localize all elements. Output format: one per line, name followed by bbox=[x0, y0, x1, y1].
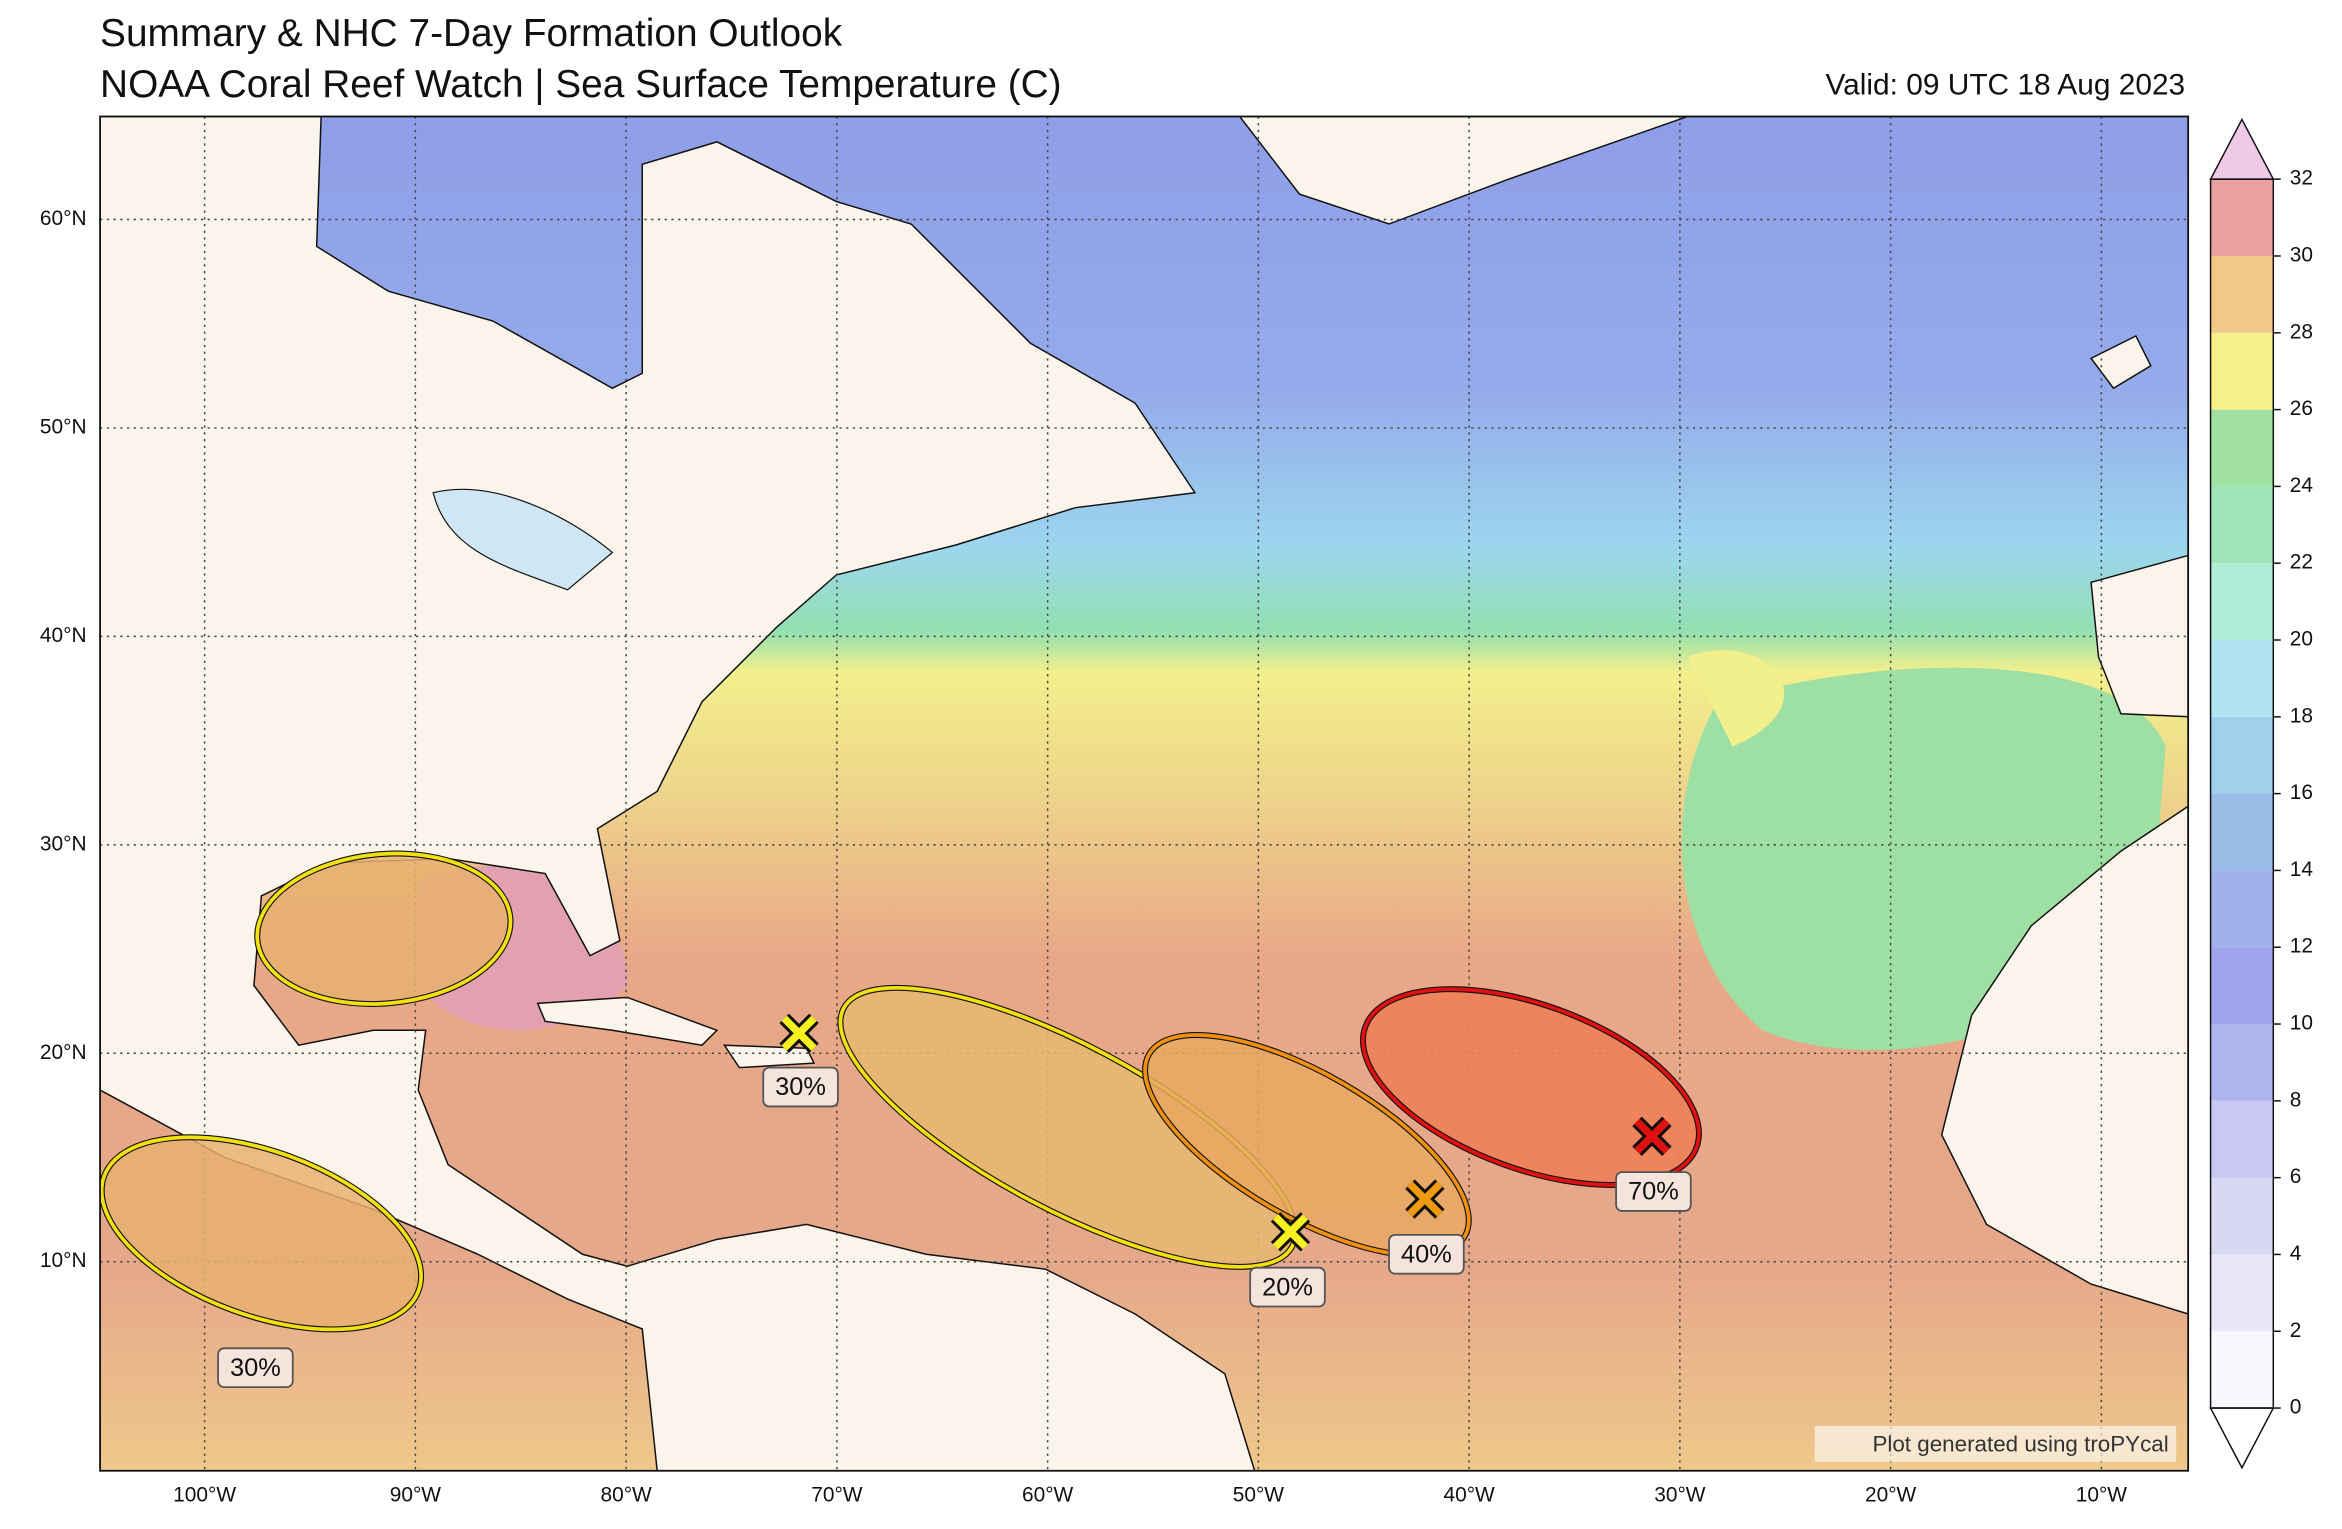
colorbar-band bbox=[2210, 793, 2274, 871]
colorbar-band bbox=[2210, 947, 2274, 1025]
lat-label: 10°N bbox=[40, 1249, 87, 1272]
lon-label: 100°W bbox=[173, 1484, 236, 1507]
colorbar-band bbox=[2210, 716, 2274, 794]
colorbar-tick-label: 22 bbox=[2290, 551, 2313, 574]
map-area: 30% 20% 40% 70% 30% Plot generated using… bbox=[100, 116, 2189, 1471]
colorbar-tick-label: 28 bbox=[2290, 320, 2313, 343]
subtitle: NOAA Coral Reef Watch | Sea Surface Temp… bbox=[100, 63, 1062, 106]
probability: 30% bbox=[230, 1354, 281, 1382]
outlook-outline bbox=[1361, 987, 1701, 1187]
land-ireland bbox=[2089, 334, 2152, 390]
land-africa bbox=[1940, 805, 2189, 1315]
great-lakes bbox=[432, 488, 614, 591]
outlook-outline bbox=[100, 1135, 423, 1332]
lon-label: 40°W bbox=[1443, 1484, 1495, 1507]
credit-box bbox=[1814, 1425, 2177, 1462]
land-hispaniola bbox=[722, 1044, 816, 1069]
colorbar-tick-label: 20 bbox=[2290, 628, 2313, 651]
lon-label: 30°W bbox=[1654, 1484, 1706, 1507]
lon-label: 60°W bbox=[1022, 1484, 1074, 1507]
title: Summary & NHC 7-Day Formation Outlook bbox=[100, 12, 843, 55]
lon-label: 90°W bbox=[390, 1484, 442, 1507]
outlook-outline bbox=[838, 985, 1298, 1269]
colorbar-band bbox=[2210, 409, 2274, 487]
colorbar-tick-label: 10 bbox=[2290, 1012, 2313, 1035]
marker bbox=[779, 1013, 819, 1053]
outlook-outline bbox=[255, 851, 513, 1006]
lon-label: 50°W bbox=[1233, 1484, 1285, 1507]
probability: 40% bbox=[1401, 1240, 1452, 1268]
land-iberia bbox=[2090, 554, 2189, 718]
lat-label: 20°N bbox=[40, 1041, 87, 1064]
lon-label: 80°W bbox=[600, 1484, 652, 1507]
colorbar-tick-label: 2 bbox=[2290, 1319, 2302, 1342]
probability-label: 30% bbox=[762, 1066, 839, 1108]
colorbar-band bbox=[2210, 179, 2274, 256]
probability: 20% bbox=[1262, 1273, 1313, 1301]
probability-label: 30% bbox=[217, 1347, 294, 1389]
colorbar-tick-label: 8 bbox=[2290, 1088, 2302, 1111]
colorbar-band bbox=[2210, 563, 2274, 641]
colorbar-band bbox=[2210, 486, 2274, 564]
lon-label: 10°W bbox=[2076, 1484, 2128, 1507]
colorbar-band bbox=[2210, 1177, 2274, 1255]
lat-label: 60°N bbox=[40, 207, 87, 230]
colorbar-tick-label: 4 bbox=[2290, 1242, 2302, 1265]
probability: 30% bbox=[775, 1073, 826, 1101]
colorbar-tick-label: 24 bbox=[2290, 474, 2313, 497]
land-greenland bbox=[1238, 116, 1689, 225]
colorbar-band bbox=[2210, 1100, 2274, 1178]
colorbar-tick-label: 14 bbox=[2290, 858, 2313, 881]
lon-label: 70°W bbox=[811, 1484, 863, 1507]
colorbar-tick-label: 32 bbox=[2290, 167, 2313, 190]
marker bbox=[1632, 1116, 1672, 1156]
colorbar-tick-label: 30 bbox=[2290, 244, 2313, 267]
colorbar-extend-high bbox=[2209, 117, 2275, 180]
graticule bbox=[100, 116, 2189, 1471]
valid-time: Valid: 09 UTC 18 Aug 2023 bbox=[1825, 68, 2185, 101]
land-cuba bbox=[536, 996, 719, 1047]
colorbar-band bbox=[2210, 255, 2274, 333]
map-frame bbox=[99, 115, 2190, 1472]
colorbar-band bbox=[2210, 870, 2274, 948]
probability-label: 40% bbox=[1388, 1233, 1465, 1275]
colorbar-tick-label: 26 bbox=[2290, 397, 2313, 420]
lat-label: 30°N bbox=[40, 832, 87, 855]
colorbar-tick-label: 6 bbox=[2290, 1165, 2302, 1188]
marker bbox=[1270, 1212, 1311, 1252]
marker bbox=[1405, 1179, 1445, 1219]
colorbar-band bbox=[2210, 1024, 2274, 1101]
colorbar-tick-label: 0 bbox=[2290, 1396, 2302, 1419]
outlook-outline bbox=[1143, 1033, 1471, 1258]
colorbar-band bbox=[2210, 1254, 2274, 1332]
probability-label: 70% bbox=[1615, 1171, 1692, 1212]
colorbar-extend-low bbox=[2209, 1407, 2275, 1470]
lon-label: 20°W bbox=[1865, 1484, 1917, 1507]
lat-label: 50°N bbox=[40, 415, 87, 438]
credit: Plot generated using troPYcal bbox=[1872, 1431, 2168, 1456]
colorbar-tick-label: 16 bbox=[2290, 781, 2313, 804]
colorbar-tick-label: 18 bbox=[2290, 704, 2313, 727]
lat-label: 40°N bbox=[40, 624, 87, 647]
probability-label: 20% bbox=[1249, 1266, 1326, 1308]
colorbar-band bbox=[2210, 1331, 2274, 1409]
colorbar-band bbox=[2210, 640, 2274, 717]
sst-region bbox=[1687, 650, 1785, 747]
colorbar-tick-label: 12 bbox=[2290, 935, 2313, 958]
probability: 70% bbox=[1628, 1178, 1679, 1206]
colorbar-band bbox=[2210, 332, 2274, 410]
